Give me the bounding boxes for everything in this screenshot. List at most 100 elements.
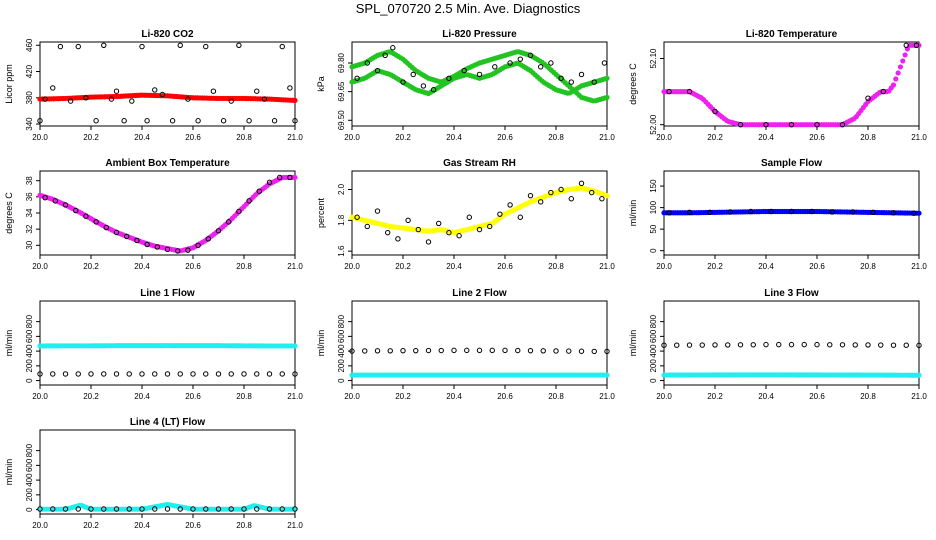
data-point: [374, 208, 381, 214]
series-black-ring: [354, 180, 605, 245]
data-point: [226, 219, 232, 225]
series-cyan-dot: [37, 342, 298, 349]
data-point: [277, 174, 283, 181]
data-point: [50, 85, 56, 91]
x-tick-label: 20.2: [707, 262, 723, 271]
data-point: [446, 229, 452, 236]
data-point: [870, 209, 876, 216]
data-point: [364, 60, 370, 66]
data-point: [829, 209, 835, 215]
data-point: [538, 64, 544, 70]
data-point: [674, 342, 680, 348]
data-point: [42, 194, 48, 201]
y-tick-label: 800: [25, 443, 34, 457]
x-tick-label: 20.8: [236, 133, 252, 142]
x-tick-label: 20.2: [707, 392, 723, 401]
x-tick-label: 20.2: [707, 133, 723, 142]
y-tick-label: 69.50: [337, 110, 346, 131]
data-point: [42, 96, 48, 102]
y-tick-label: 200: [649, 359, 658, 373]
x-tick-label: 20.8: [548, 133, 564, 142]
data-point: [390, 45, 396, 51]
y-tick-label: 52.00: [649, 114, 658, 135]
series-magenta-dot: [661, 42, 922, 128]
data-point: [415, 226, 421, 233]
data-point: [164, 371, 171, 377]
data-point: [374, 67, 381, 74]
data-point: [604, 94, 610, 100]
y-tick-label: 0: [649, 378, 658, 383]
plot-line2-flow: Line 2 Flow ml/min 20.0 20.2 20.4 20.6 20.8 21.…: [316, 288, 615, 401]
x-tick-label: 20.6: [185, 392, 201, 401]
data-point: [903, 342, 909, 348]
data-point: [152, 506, 158, 512]
y-tick-label: 600: [649, 329, 658, 343]
data-point: [175, 248, 181, 254]
data-point: [425, 239, 432, 245]
data-point: [215, 506, 222, 512]
x-tick-label: 20.2: [83, 133, 99, 142]
data-point: [241, 506, 247, 512]
data-point: [113, 506, 120, 512]
x-tick-label: 20.6: [185, 521, 201, 530]
data-point: [364, 223, 370, 230]
data-point: [809, 208, 815, 215]
series-black-ring: [661, 341, 922, 349]
data-point: [893, 76, 899, 82]
x-tick-label: 20.6: [185, 133, 201, 142]
page-title: SPL_070720 2.5 Min. Ave. Diagnostics: [355, 1, 581, 16]
y-tick-label: 380: [25, 91, 34, 105]
data-point: [101, 42, 107, 48]
y-tick-label: 1.6: [337, 245, 346, 257]
data-point: [177, 371, 183, 377]
y-tick-label: 0: [337, 378, 346, 383]
y-tick-label: 200: [337, 359, 346, 373]
y-axis-label: ml/min: [4, 459, 14, 486]
plot-title: Line 2 Flow: [452, 288, 507, 299]
data-point: [890, 82, 897, 88]
data-point: [436, 220, 442, 227]
data-point: [850, 209, 856, 215]
data-point: [190, 506, 196, 512]
data-point: [464, 347, 470, 354]
data-point: [527, 52, 534, 59]
data-point: [456, 233, 462, 239]
x-tick-label: 20.4: [134, 133, 150, 142]
data-point: [827, 342, 833, 348]
series-magenta-dot: [37, 174, 298, 254]
data-point: [451, 347, 457, 354]
x-tick-label: 20.6: [497, 392, 513, 401]
data-point: [527, 192, 534, 199]
data-point: [487, 223, 493, 230]
plot-title: Li-820 Pressure: [442, 29, 517, 40]
x-tick-label: 20.2: [395, 392, 411, 401]
data-point: [578, 71, 585, 78]
x-tick-label: 20.0: [32, 521, 48, 530]
x-tick-label: 20.4: [758, 392, 774, 401]
data-point: [195, 242, 201, 249]
data-point: [88, 506, 94, 512]
x-tick-label: 20.8: [236, 392, 252, 401]
x-tick-label: 21.0: [287, 392, 303, 401]
series-black-ring: [42, 174, 293, 254]
data-point: [266, 506, 273, 512]
y-axis-label: ml/min: [628, 330, 638, 357]
x-tick-label: 21.0: [599, 262, 615, 271]
data-point: [476, 226, 483, 233]
y-tick-label: 200: [25, 488, 34, 502]
series-red-dot: [37, 92, 298, 104]
series-green-dot: [349, 49, 610, 104]
data-point: [553, 348, 559, 354]
data-point: [101, 506, 107, 512]
data-point: [400, 79, 406, 85]
x-tick-label: 20.0: [344, 262, 360, 271]
data-point: [164, 506, 171, 512]
data-point: [88, 371, 94, 377]
y-axis-label: ml/min: [628, 200, 638, 227]
data-point: [420, 83, 427, 89]
x-tick-label: 20.4: [446, 262, 462, 271]
x-tick-label: 20.2: [83, 521, 99, 530]
data-point: [139, 43, 145, 50]
data-point: [279, 371, 285, 377]
